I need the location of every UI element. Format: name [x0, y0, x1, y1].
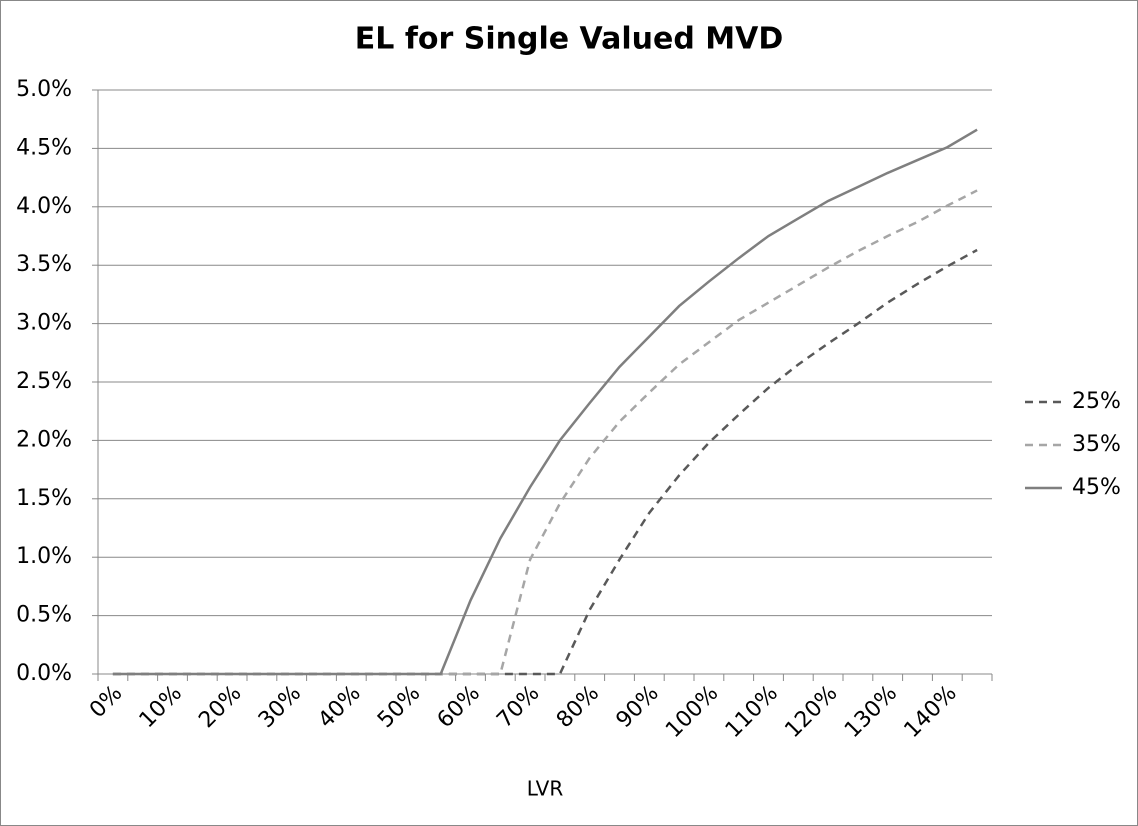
y-tick-label: 0.0% [16, 661, 72, 686]
y-tick-label: 0.5% [16, 603, 72, 628]
y-tick-label: 4.5% [16, 135, 72, 160]
y-tick-label: 1.0% [16, 544, 72, 569]
y-tick-label: 3.5% [16, 252, 72, 277]
y-tick-label: 5.0% [16, 77, 72, 102]
y-tick-label: 2.0% [16, 427, 72, 452]
series-line [112, 128, 978, 676]
y-tick-label: 2.5% [16, 369, 72, 394]
legend-label: 25% [1072, 389, 1121, 414]
y-tick-label: 3.0% [16, 311, 72, 336]
legend-label: 45% [1072, 475, 1121, 500]
y-tick-label: 4.0% [16, 194, 72, 219]
x-axis-label: LVR [527, 777, 564, 801]
legend-label: 35% [1072, 432, 1121, 457]
y-tick-label: 1.5% [16, 486, 72, 511]
chart-title: EL for Single Valued MVD [355, 22, 783, 57]
